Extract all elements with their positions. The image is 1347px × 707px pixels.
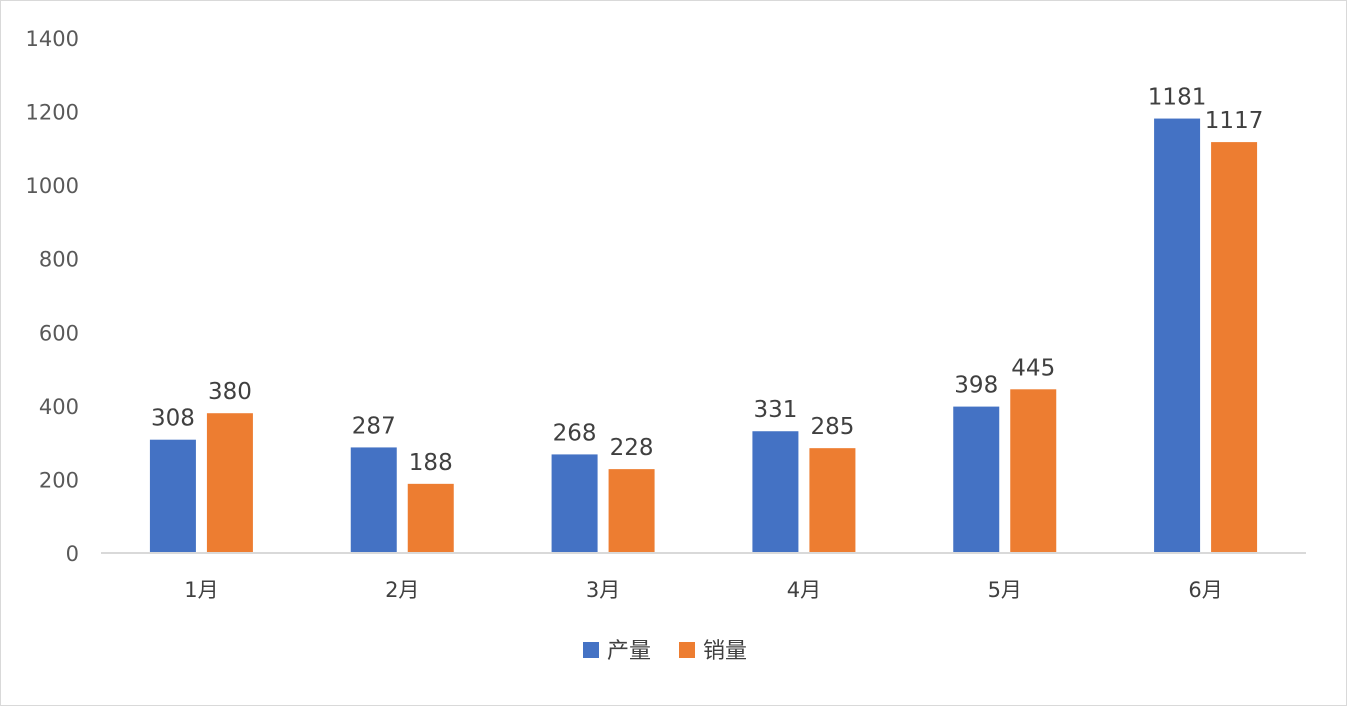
y-tick-label: 1200	[26, 101, 79, 125]
x-axis-categories: 1月 2月 3月 4月 5月 6月	[184, 578, 1223, 602]
data-label: 445	[1011, 355, 1055, 381]
data-label: 228	[610, 435, 654, 461]
bar	[407, 483, 454, 553]
x-category-label: 2月	[385, 578, 419, 602]
y-tick-label: 600	[39, 321, 79, 345]
x-category-label: 5月	[988, 578, 1022, 602]
y-tick-label: 0	[66, 542, 79, 566]
data-label: 308	[151, 406, 195, 432]
bar	[809, 448, 856, 553]
y-tick-label: 400	[39, 395, 79, 419]
x-category-label: 1月	[184, 578, 218, 602]
legend-label: 销量	[703, 639, 747, 664]
data-label: 1117	[1205, 108, 1264, 134]
data-label: 398	[954, 373, 998, 399]
bar	[752, 431, 799, 553]
bar	[350, 447, 397, 553]
bar	[1010, 389, 1057, 553]
y-tick-label: 1000	[26, 174, 79, 198]
bar	[1211, 142, 1258, 553]
y-tick-label: 1400	[26, 27, 79, 51]
legend: 产量 销量	[583, 639, 747, 664]
bar	[608, 469, 655, 553]
bar	[206, 413, 253, 553]
bar	[149, 439, 196, 553]
legend-swatch	[583, 642, 599, 658]
bar	[953, 406, 1000, 553]
bars	[149, 118, 1258, 553]
data-label: 188	[409, 450, 453, 476]
x-category-label: 3月	[586, 578, 620, 602]
data-label: 1181	[1148, 85, 1207, 111]
legend-swatch	[679, 642, 695, 658]
x-category-label: 4月	[787, 578, 821, 602]
bar	[1154, 118, 1201, 553]
y-axis-ticks: 0 200 400 600 800 1000 1200 1400	[26, 27, 79, 566]
legend-label: 产量	[607, 639, 651, 664]
x-category-label: 6月	[1188, 578, 1222, 602]
data-label: 268	[553, 420, 597, 446]
data-label: 285	[810, 414, 854, 440]
bar	[551, 454, 598, 553]
y-tick-label: 200	[39, 468, 79, 492]
data-label: 380	[208, 379, 252, 405]
data-label: 287	[352, 413, 396, 439]
y-tick-label: 800	[39, 248, 79, 272]
data-label: 331	[753, 397, 797, 423]
